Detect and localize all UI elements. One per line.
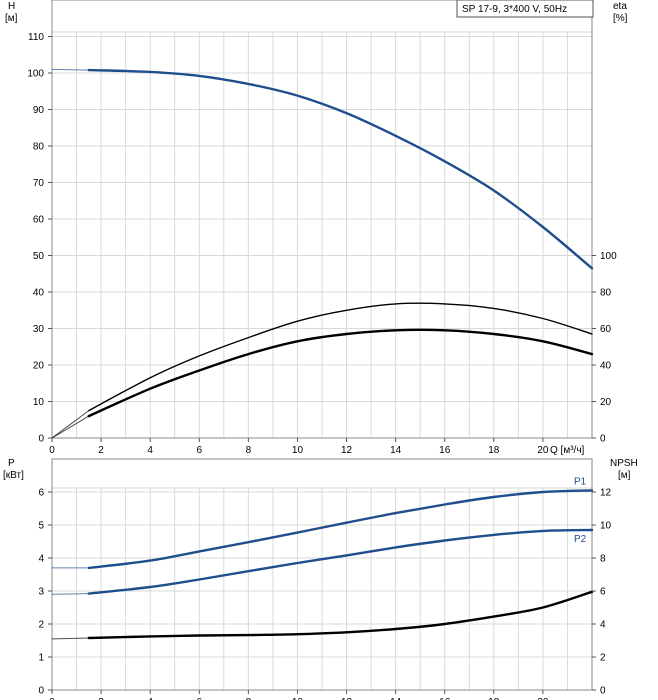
top-right-tick-label: 100 <box>600 251 617 262</box>
top-x-tick-label: 14 <box>390 445 402 456</box>
top-x-tick-label: 10 <box>292 445 304 456</box>
bottom-right-tick-label: 8 <box>600 554 606 565</box>
bottom-right-tick-label: 4 <box>600 620 606 631</box>
top-x-tick-label: 18 <box>488 445 500 456</box>
bottom-left-axis-unit: [кВт] <box>3 470 24 481</box>
bottom-right-tick-label: 10 <box>600 521 612 532</box>
bottom-left-tick-label: 4 <box>38 554 44 565</box>
top-right-tick-label: 0 <box>600 434 606 445</box>
bottom-right-tick-label: 2 <box>600 653 606 664</box>
npsh-curve <box>87 590 594 640</box>
bottom-left-tick-label: 2 <box>38 620 44 631</box>
h-curve-extension <box>51 68 89 71</box>
legend-box: SP 17-9, 3*400 V, 50Hz <box>456 0 594 18</box>
top-right-tick-label: 20 <box>600 397 612 408</box>
top-x-tick-label: 16 <box>439 445 451 456</box>
eta-upper-curve <box>88 302 593 412</box>
bottom-right-axis-label: NPSH <box>610 458 638 469</box>
top-left-tick-label: 20 <box>33 361 45 372</box>
top-x-tick-label: 2 <box>98 445 104 456</box>
top-x-tick-label: 0 <box>49 445 55 456</box>
top-right-axis-label: eta <box>613 1 627 12</box>
top-left-axis-label: H <box>8 1 15 12</box>
top-left-tick-label: 70 <box>33 178 45 189</box>
bottom-ticks: 012345602468101202468101214161820 <box>38 488 611 700</box>
bottom-x-tick-label: 14 <box>390 697 402 700</box>
bottom-x-tick-label: 8 <box>246 697 252 700</box>
top-grid <box>52 31 592 439</box>
eta-lower-curve-extension <box>51 415 90 439</box>
bottom-x-tick-label: 2 <box>98 697 104 700</box>
top-right-tick-label: 40 <box>600 361 612 372</box>
top-x-tick-label: 6 <box>196 445 202 456</box>
top-left-tick-label: 10 <box>33 397 45 408</box>
bottom-x-tick-label: 18 <box>488 697 500 700</box>
top-ticks: 0 10 20 30 40 50 60 70 80 90 100 110 0 20 40 60 80 100 0 2 4… <box>27 32 617 456</box>
bottom-left-tick-label: 5 <box>38 521 44 532</box>
top-left-tick-label: 80 <box>33 142 45 153</box>
top-right-tick-label: 80 <box>600 288 612 299</box>
bottom-series-layer: P1 P2 <box>51 476 594 640</box>
bottom-left-tick-label: 1 <box>38 653 44 664</box>
top-right-axis-unit: [%] <box>613 13 628 24</box>
bottom-right-tick-label: 6 <box>600 587 606 598</box>
bottom-x-tick-label: 6 <box>196 697 202 700</box>
top-left-axis-unit: [м] <box>5 13 18 24</box>
bottom-right-axis-unit: [м] <box>618 470 631 481</box>
top-left-tick-label: 30 <box>33 324 45 335</box>
x-axis-label: Q [м³/ч] <box>550 445 585 456</box>
bottom-x-tick-label: 10 <box>292 697 304 700</box>
top-left-tick-label: 100 <box>27 69 44 80</box>
p1-curve <box>87 489 594 570</box>
eta-lower-curve <box>87 328 594 418</box>
top-x-tick-label: 12 <box>341 445 353 456</box>
bottom-x-tick-label: 12 <box>341 697 353 700</box>
legend-box-frame <box>456 0 594 18</box>
bottom-grid <box>52 487 592 691</box>
bottom-right-tick-label: 12 <box>600 488 612 499</box>
p1-curve-label: P1 <box>574 476 587 487</box>
head-efficiency-panel: 0 10 20 30 40 50 60 70 80 90 100 110 0 20 40 60 80 100 0 2 4… <box>5 0 628 456</box>
eta-upper-curve-extension <box>51 410 90 439</box>
bottom-left-tick-label: 3 <box>38 587 44 598</box>
bottom-x-tick-label: 20 <box>537 697 549 700</box>
top-x-tick-label: 4 <box>147 445 153 456</box>
top-left-tick-label: 0 <box>38 434 44 445</box>
bottom-plot-frame <box>51 458 593 691</box>
bottom-x-tick-label: 0 <box>49 697 55 700</box>
bottom-x-tick-label: 4 <box>147 697 153 700</box>
p2-curve-label: P2 <box>574 534 587 545</box>
top-left-tick-label: 50 <box>33 251 45 262</box>
top-right-tick-label: 60 <box>600 324 612 335</box>
top-left-tick-label: 40 <box>33 288 45 299</box>
top-left-tick-label: 110 <box>28 32 44 43</box>
top-x-tick-label: 8 <box>246 445 252 456</box>
bottom-x-tick-label: 16 <box>439 697 451 700</box>
h-curve <box>87 68 594 270</box>
p2-curve-extension <box>51 593 89 595</box>
npsh-curve-extension <box>51 637 89 640</box>
bottom-right-tick-label: 0 <box>600 686 606 697</box>
bottom-left-axis-label: P <box>8 458 15 469</box>
top-x-tick-label: 20 <box>537 445 549 456</box>
top-series-layer <box>51 68 594 439</box>
p2-curve <box>87 528 594 595</box>
bottom-left-tick-label: 6 <box>38 488 44 499</box>
legend-box-text: SP 17-9, 3*400 V, 50Hz <box>462 4 567 15</box>
bottom-left-tick-label: 0 <box>38 686 44 697</box>
top-left-tick-label: 90 <box>33 105 45 116</box>
top-left-tick-label: 60 <box>33 215 45 226</box>
